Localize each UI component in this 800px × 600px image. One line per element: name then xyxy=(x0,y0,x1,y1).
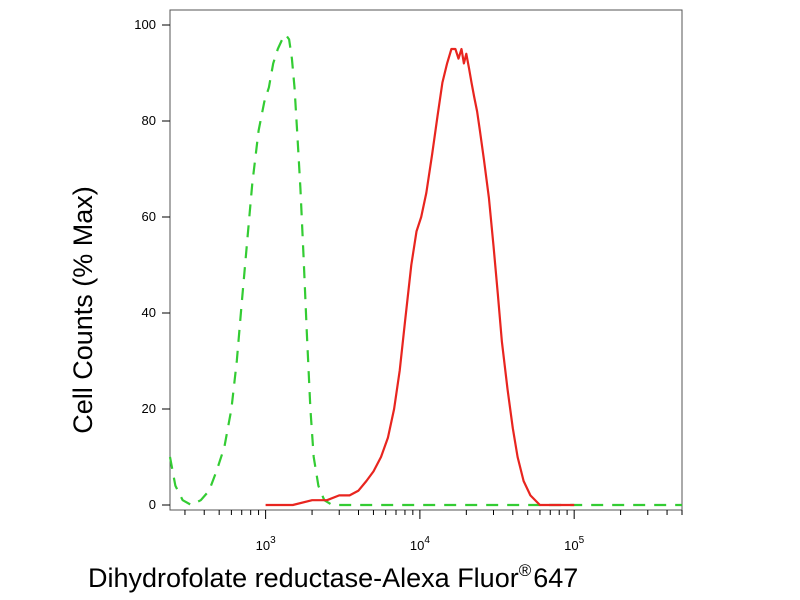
plot-frame xyxy=(169,9,683,511)
y-tick-label: 40 xyxy=(142,305,156,320)
series-line-dashed xyxy=(168,33,682,507)
y-tick-label: 0 xyxy=(149,497,156,512)
y-axis-title: Cell Counts (% Max) xyxy=(68,186,98,434)
x-tick-label: 103 xyxy=(256,535,276,553)
y-axis: 0 20 40 60 80 100 xyxy=(134,17,170,512)
x-axis-title-suffix: 647 xyxy=(533,563,578,593)
x-axis: 103 104 105 xyxy=(184,510,683,553)
x-axis-title: Dihydrofolate reductase-Alexa Fluor®647 xyxy=(88,561,578,593)
series-layer xyxy=(168,33,682,507)
x-tick-label: 105 xyxy=(564,535,584,553)
y-tick-label: 20 xyxy=(142,401,156,416)
y-tick-label: 80 xyxy=(142,113,156,128)
y-tick-label: 100 xyxy=(134,17,156,32)
series-line-solid xyxy=(265,47,575,507)
y-tick-label: 60 xyxy=(142,209,156,224)
x-tick-label: 104 xyxy=(410,535,430,553)
x-axis-title-main: Dihydrofolate reductase-Alexa Fluor xyxy=(88,563,519,593)
x-axis-title-superscript: ® xyxy=(519,561,532,580)
